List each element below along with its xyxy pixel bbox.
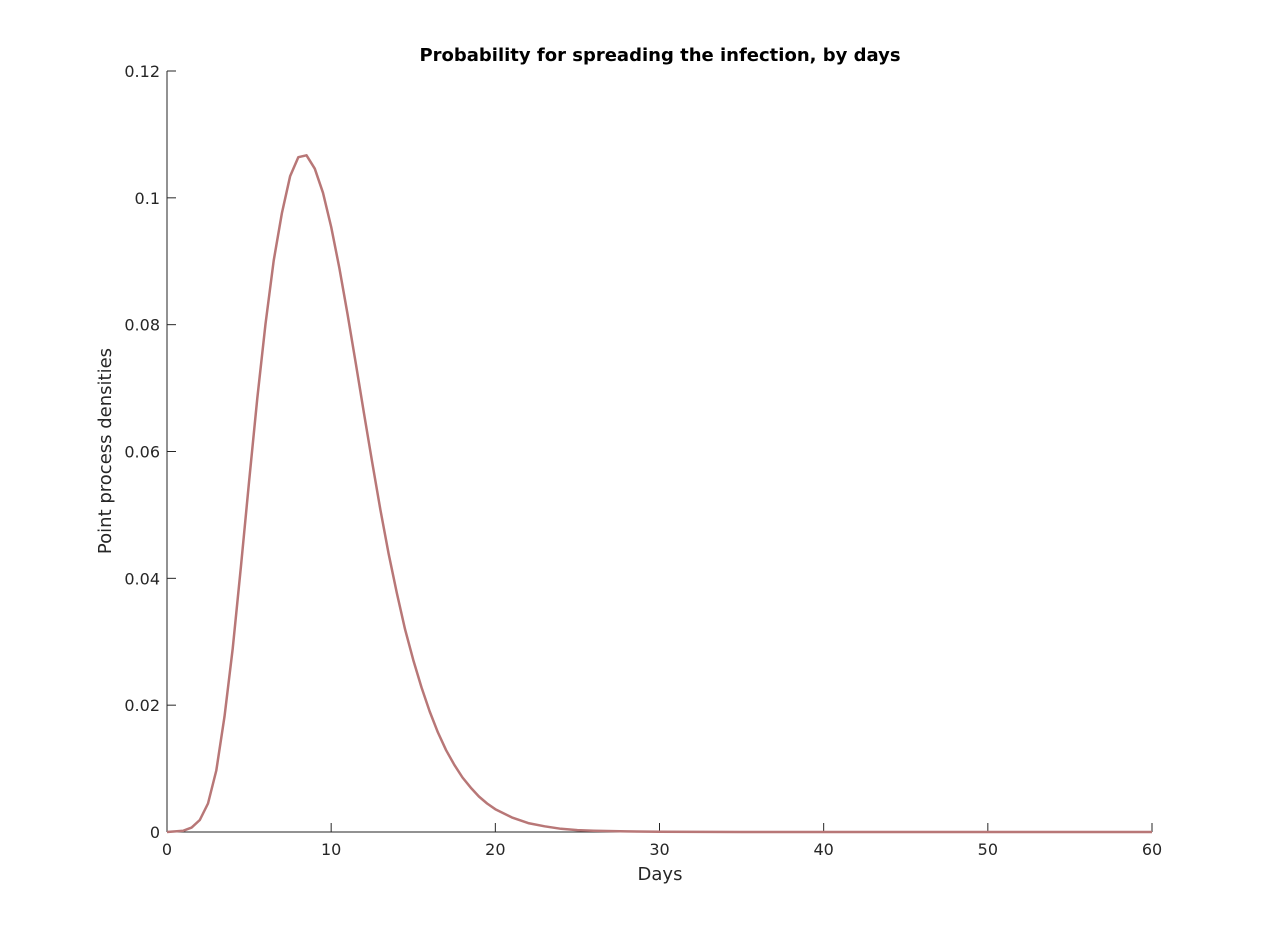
x-tick-label: 10 [321, 840, 341, 859]
y-tick-label: 0.1 [135, 189, 160, 208]
x-tick-label: 50 [978, 840, 998, 859]
y-axis: 0 0.02 0.04 0.06 0.08 0.1 0.12 [124, 62, 176, 842]
x-tick-label: 0 [162, 840, 172, 859]
y-tick-label: 0 [150, 823, 160, 842]
x-axis-title: Days [638, 864, 683, 885]
series-layer [166, 154, 1152, 834]
x-tick-label: 60 [1142, 840, 1162, 859]
x-tick-label: 30 [649, 840, 669, 859]
x-tick-label: 40 [813, 840, 833, 859]
y-tick-label: 0.08 [124, 316, 160, 335]
chart-title: Probability for spreading the infection,… [419, 45, 900, 66]
y-tick-label: 0.06 [124, 443, 160, 462]
series-line [166, 154, 1152, 834]
x-tick-label: 20 [485, 840, 505, 859]
y-tick-label: 0.12 [124, 62, 160, 81]
y-axis-title: Point process densities [95, 348, 116, 554]
y-tick-label: 0.02 [124, 696, 160, 715]
x-axis: 0 10 20 30 40 50 60 [162, 823, 1162, 859]
y-tick-label: 0.04 [124, 569, 160, 588]
